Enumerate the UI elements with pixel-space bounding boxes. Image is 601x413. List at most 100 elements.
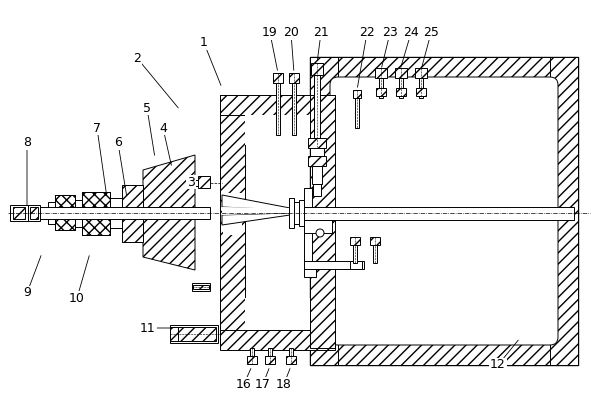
- Text: 23: 23: [382, 26, 398, 40]
- Bar: [370, 237, 380, 245]
- Bar: [304, 220, 332, 233]
- Polygon shape: [222, 213, 290, 225]
- Bar: [265, 356, 275, 364]
- Bar: [375, 68, 387, 78]
- FancyBboxPatch shape: [330, 77, 558, 345]
- Bar: [550, 57, 578, 365]
- Bar: [30, 207, 38, 219]
- Bar: [289, 198, 294, 228]
- Bar: [304, 269, 316, 277]
- Text: 22: 22: [359, 26, 375, 40]
- Bar: [292, 83, 296, 135]
- Bar: [416, 88, 426, 96]
- Polygon shape: [222, 195, 290, 210]
- Text: 8: 8: [23, 137, 31, 150]
- Bar: [10, 205, 28, 221]
- Text: 25: 25: [423, 26, 439, 40]
- Bar: [308, 156, 326, 166]
- Bar: [220, 330, 335, 350]
- Bar: [399, 78, 403, 98]
- Bar: [310, 57, 578, 365]
- Bar: [304, 233, 312, 261]
- Bar: [310, 95, 335, 348]
- Bar: [294, 202, 299, 224]
- Text: 24: 24: [403, 26, 419, 40]
- Bar: [245, 115, 310, 145]
- Bar: [48, 202, 55, 224]
- Bar: [170, 325, 218, 343]
- Bar: [55, 195, 75, 230]
- Bar: [350, 237, 360, 245]
- Bar: [13, 207, 25, 219]
- Text: 1: 1: [200, 36, 208, 50]
- Bar: [310, 148, 324, 156]
- Bar: [75, 200, 82, 227]
- Bar: [220, 95, 335, 115]
- Bar: [28, 205, 40, 221]
- Bar: [82, 192, 110, 235]
- Bar: [289, 348, 293, 356]
- Text: 20: 20: [283, 26, 299, 40]
- Bar: [268, 348, 272, 356]
- Bar: [379, 78, 383, 98]
- Text: 2: 2: [133, 52, 141, 64]
- Bar: [273, 73, 283, 83]
- Bar: [223, 193, 242, 235]
- Bar: [308, 138, 326, 148]
- Bar: [310, 337, 578, 365]
- Bar: [192, 283, 210, 291]
- Bar: [350, 261, 362, 269]
- Text: 7: 7: [93, 121, 101, 135]
- Bar: [110, 198, 122, 228]
- Bar: [220, 95, 245, 343]
- Bar: [122, 185, 143, 242]
- Bar: [172, 327, 216, 341]
- Polygon shape: [222, 207, 290, 215]
- Text: 17: 17: [255, 377, 271, 391]
- Text: 3: 3: [187, 176, 195, 188]
- Bar: [310, 57, 338, 365]
- Text: 21: 21: [313, 26, 329, 40]
- Bar: [314, 75, 320, 147]
- Bar: [170, 327, 178, 341]
- Bar: [299, 200, 304, 226]
- Bar: [312, 166, 322, 184]
- Bar: [286, 356, 296, 364]
- Bar: [353, 245, 357, 263]
- Bar: [376, 88, 386, 96]
- Bar: [310, 57, 578, 85]
- Bar: [10, 207, 210, 219]
- Bar: [373, 245, 377, 263]
- Bar: [355, 98, 359, 128]
- Text: 19: 19: [262, 26, 278, 40]
- Text: 16: 16: [236, 377, 252, 391]
- Bar: [353, 90, 361, 98]
- Text: 11: 11: [140, 321, 156, 335]
- Bar: [82, 192, 110, 235]
- Circle shape: [316, 229, 324, 237]
- Bar: [198, 176, 210, 188]
- Bar: [304, 207, 574, 220]
- Bar: [304, 261, 364, 269]
- Bar: [313, 184, 321, 196]
- Bar: [247, 356, 257, 364]
- Bar: [250, 348, 254, 356]
- Bar: [245, 298, 310, 330]
- Text: 6: 6: [114, 137, 122, 150]
- Bar: [415, 68, 427, 78]
- Bar: [193, 285, 209, 289]
- Bar: [192, 180, 198, 186]
- Bar: [419, 78, 423, 98]
- Bar: [55, 195, 75, 230]
- Bar: [304, 188, 312, 238]
- Bar: [311, 63, 323, 75]
- Text: 12: 12: [490, 358, 506, 372]
- Bar: [289, 73, 299, 83]
- Polygon shape: [143, 155, 195, 270]
- Bar: [396, 88, 406, 96]
- Text: 5: 5: [143, 102, 151, 114]
- Bar: [276, 83, 280, 135]
- Text: 9: 9: [23, 287, 31, 299]
- Bar: [395, 68, 407, 78]
- Text: 4: 4: [159, 121, 167, 135]
